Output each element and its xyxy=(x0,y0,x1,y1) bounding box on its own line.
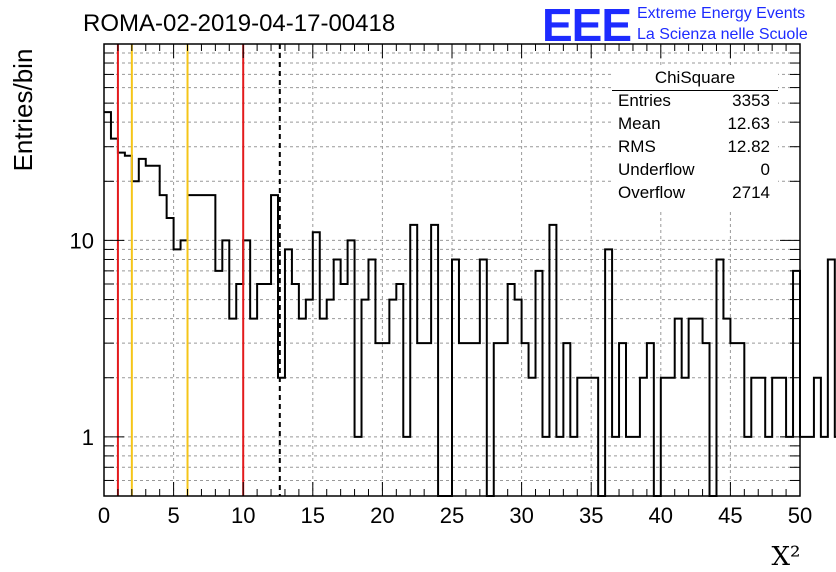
y-tick-label: 10 xyxy=(70,228,94,253)
eee-logo: EEE Extreme Energy Events La Scienza nel… xyxy=(542,0,832,51)
stats-row-entries: Entries 3353 xyxy=(618,91,770,113)
logo-mark: EEE xyxy=(542,0,632,51)
marker-lines xyxy=(116,44,281,496)
stats-value: 12.82 xyxy=(727,137,770,156)
logo-line2: La Scienza nelle Scuole xyxy=(637,26,808,43)
stats-label: Entries xyxy=(618,91,671,110)
stats-label: RMS xyxy=(618,137,656,156)
x-tick-label: 15 xyxy=(301,503,325,528)
y-tick-label: 1 xyxy=(82,425,94,450)
tick-labels: 0 5 10 15 20 25 30 35 40 45 50 1 10 xyxy=(70,228,813,528)
stats-divider xyxy=(612,90,778,91)
stats-label: Underflow xyxy=(618,160,695,179)
stats-label: Mean xyxy=(618,114,661,133)
x-tick-label: 25 xyxy=(440,503,464,528)
x-tick-label: 45 xyxy=(718,503,742,528)
stats-value: 3353 xyxy=(732,91,770,110)
stats-label: Overflow xyxy=(618,183,686,202)
stats-row-mean: Mean 12.63 xyxy=(618,114,770,136)
x-tick-label: 5 xyxy=(167,503,179,528)
x-tick-label: 0 xyxy=(98,503,110,528)
x-tick-label: 30 xyxy=(509,503,533,528)
plot-title: ROMA-02-2019-04-17-00418 xyxy=(83,10,396,37)
axis-ticks xyxy=(103,43,801,497)
y-axis-label: Entries/bin xyxy=(8,49,38,172)
x-tick-label: 35 xyxy=(579,503,603,528)
stats-row-overflow: Overflow 2714 xyxy=(618,183,770,205)
stats-row-underflow: Underflow 0 xyxy=(618,160,770,182)
stats-value: 0 xyxy=(760,160,770,179)
x-tick-label: 50 xyxy=(788,503,812,528)
x-tick-label: 40 xyxy=(649,503,673,528)
stats-value: 12.63 xyxy=(727,114,770,133)
stats-title: ChiSquare xyxy=(654,68,736,87)
x-tick-label: 20 xyxy=(370,503,394,528)
x-axis-label: X² xyxy=(772,542,801,572)
stats-box: ChiSquare Entries 3353 Mean 12.63 RMS 12… xyxy=(612,66,778,211)
x-tick-label: 10 xyxy=(231,503,255,528)
stats-row-rms: RMS 12.82 xyxy=(618,137,770,159)
logo-line1: Extreme Energy Events xyxy=(637,5,806,22)
stats-value: 2714 xyxy=(732,183,770,202)
